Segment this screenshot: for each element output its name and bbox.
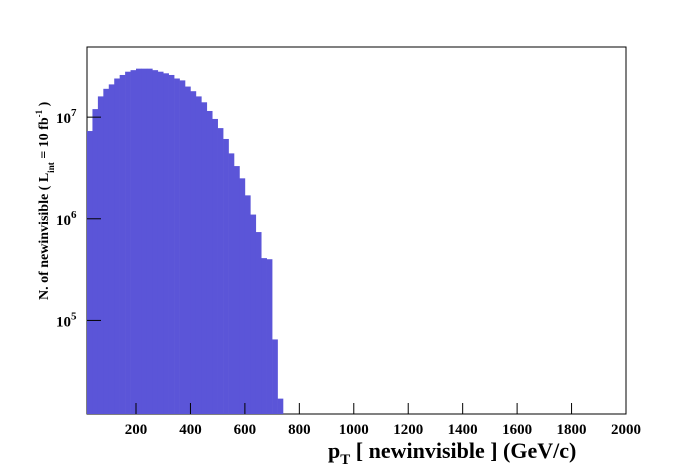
x-tick-label: 600: [234, 422, 257, 438]
bar: [255, 232, 262, 414]
bar: [146, 68, 153, 415]
x-tick-label: 2000: [611, 422, 641, 438]
bar: [217, 128, 224, 414]
y-tick-label: 106: [56, 209, 77, 229]
bar: [212, 118, 218, 415]
bar: [195, 96, 202, 414]
x-tick-label: 1000: [339, 422, 369, 438]
bar: [239, 178, 246, 414]
bar: [130, 70, 137, 414]
bar: [223, 138, 229, 414]
bar: [174, 78, 180, 415]
y-tick-base: 10: [56, 314, 71, 330]
x-axis-label: pT [ newinvisible ] (GeV/c): [328, 438, 576, 468]
y-tick-exp: 7: [71, 107, 77, 119]
bar: [97, 96, 104, 414]
bar: [87, 131, 93, 414]
bar: [114, 78, 120, 415]
bar: [163, 73, 169, 414]
x-tick-label: 1200: [393, 422, 423, 438]
bar: [261, 258, 267, 414]
y-tick-label: 105: [56, 310, 77, 330]
bar: [92, 109, 99, 415]
bar: [152, 70, 159, 414]
bar: [277, 398, 284, 414]
bar: [266, 259, 273, 414]
bar: [108, 84, 115, 415]
x-tick-label: 1400: [448, 422, 478, 438]
bar: [250, 214, 257, 414]
y-tick-base: 10: [56, 213, 71, 229]
y-tick-exp: 5: [71, 310, 77, 322]
bar: [228, 153, 235, 415]
bar: [157, 71, 164, 414]
x-tick-label: 400: [179, 422, 202, 438]
bar: [190, 91, 197, 415]
bar: [272, 339, 278, 414]
y-axis-label: N. of newinvisible ( Lint = 10 fb-1 ): [34, 101, 56, 300]
x-tick-label: 1800: [557, 422, 587, 438]
bar: [168, 74, 175, 415]
x-tick-label: 1600: [502, 422, 532, 438]
y-tick-exp: 6: [71, 209, 77, 221]
x-tick-label: 800: [288, 422, 311, 438]
x-tick-label: 200: [125, 422, 148, 438]
bar: [201, 102, 208, 414]
bar: [136, 68, 142, 415]
bar: [234, 166, 240, 414]
bar: [185, 86, 191, 414]
bar: [244, 195, 251, 414]
bar: [206, 110, 213, 415]
bar: [179, 80, 186, 415]
bar: [141, 68, 148, 415]
bar: [125, 71, 131, 414]
bar: [103, 88, 110, 414]
y-tick-base: 10: [56, 111, 71, 127]
bar: [119, 74, 126, 415]
y-tick-label: 107: [56, 107, 77, 127]
